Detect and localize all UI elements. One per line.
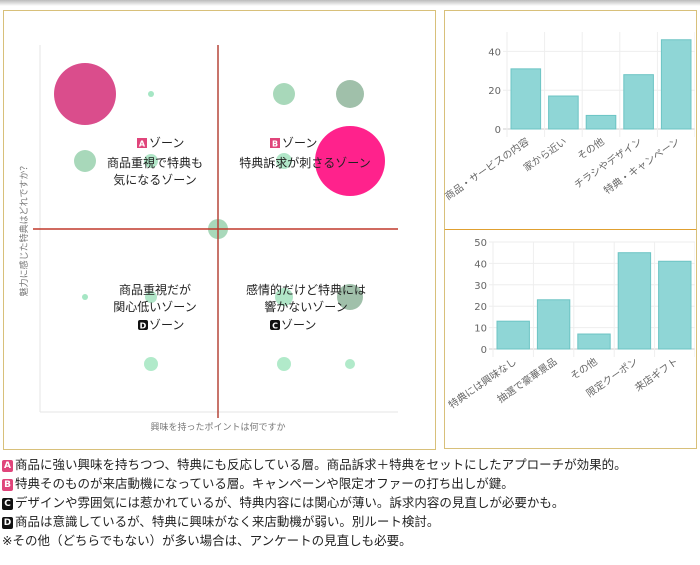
zone-a-badge xyxy=(137,138,147,148)
y-tick-label: 30 xyxy=(474,281,487,292)
zone-c-desc: 感情的だけど特典には xyxy=(246,282,366,297)
bubble-point[interactable] xyxy=(337,284,363,310)
bubble-chart-panel: A ゾーン 商品重視で特典も 気になるゾーン B ゾーン 特典訴求が刺さるゾーン… xyxy=(3,10,436,450)
zone-d-title: ゾーン xyxy=(149,318,184,332)
note-c-text: デザインや雰囲気には惹かれているが、特典内容には関心が薄い。訴求内容の見直しが必… xyxy=(15,495,565,510)
notes: A 商品に強い興味を持ちつつ、特典にも反応している層。商品訴求＋特典をセットにした… xyxy=(2,455,627,550)
x-tick-label: その他 xyxy=(568,355,600,383)
y-tick-label: 0 xyxy=(495,125,501,136)
bubble-point[interactable] xyxy=(336,80,364,108)
y-axis-label: 魅力に感じた特典はどれですか？ xyxy=(18,162,30,297)
bubble-point[interactable] xyxy=(276,153,292,169)
bubble-point[interactable] xyxy=(315,126,385,196)
zone-a-badge-letter: A xyxy=(139,140,146,149)
note-a-badge: A xyxy=(2,460,13,472)
bar[interactable] xyxy=(658,260,692,350)
bubble-point[interactable] xyxy=(145,291,157,303)
y-tick-label: 50 xyxy=(474,238,487,249)
bubble-point[interactable] xyxy=(345,359,355,369)
x-tick-label: 特典には興味なし xyxy=(446,355,519,412)
note-b: B 特典そのものが来店動機になっている層。キャンペーンや限定オファーの打ち出しが鍵… xyxy=(2,474,627,493)
note-c: C デザインや雰囲気には惹かれているが、特典内容には関心が薄い。訴求内容の見直しが… xyxy=(2,493,627,512)
bar[interactable] xyxy=(617,252,652,350)
zone-d-desc: 商品重視だが xyxy=(119,282,191,297)
y-tick-label: 20 xyxy=(488,86,501,97)
bar[interactable] xyxy=(585,114,617,130)
zone-a-desc2: 気になるゾーン xyxy=(113,172,196,187)
bubble-point[interactable] xyxy=(144,154,158,168)
note-d-badge: D xyxy=(2,517,13,529)
bar-chart-1-panel: 0 20 40 商品・サービスの内容 家から近い その他 チラシやデザイン 特典・キャンペーン xyxy=(444,10,697,231)
zone-d-desc2: 関心低いゾーン xyxy=(113,300,196,314)
bar[interactable] xyxy=(510,68,542,130)
bar[interactable] xyxy=(548,95,579,130)
x-tick-label: 商品・サービスの内容 xyxy=(444,135,532,203)
note-a: A 商品に強い興味を持ちつつ、特典にも反応している層。商品訴求＋特典をセットにした… xyxy=(2,455,627,474)
note-d-text: 商品は意識しているが、特典に興味がなく来店動機が弱い。別ルート検討。 xyxy=(15,514,440,529)
bubble-chart: A ゾーン 商品重視で特典も 気になるゾーン B ゾーン 特典訴求が刺さるゾーン… xyxy=(18,45,398,433)
zone-d-badge xyxy=(138,320,148,330)
zone-c-badge xyxy=(270,320,280,330)
zone-a-desc: 商品重視で特典も xyxy=(107,155,203,170)
bubble-point[interactable] xyxy=(273,83,295,105)
top-shadow xyxy=(0,0,700,6)
note-a-text: 商品に強い興味を持ちつつ、特典にも反応している層。商品訴求＋特典をセットにしたア… xyxy=(15,457,627,472)
x-axis-label: 興味を持ったポイントは何ですか xyxy=(150,421,285,433)
note-other: ※その他（どちらでもない）が多い場合は、アンケートの見直しも必要。 xyxy=(2,531,627,550)
bubble-point[interactable] xyxy=(277,357,291,371)
x-tick-label: その他 xyxy=(575,135,607,163)
bubble-point[interactable] xyxy=(82,294,88,300)
y-tick-label: 40 xyxy=(474,259,487,270)
bubble-point[interactable] xyxy=(275,288,293,306)
x-tick-label: 来店ギフト xyxy=(632,355,680,394)
note-b-badge: B xyxy=(2,479,13,491)
zone-b-title: ゾーン xyxy=(282,136,317,150)
zone-b-badge xyxy=(270,138,280,148)
bar[interactable] xyxy=(496,320,530,350)
note-b-text: 特典そのものが来店動機になっている層。キャンペーンや限定オファーの打ち出しが鍵。 xyxy=(15,476,514,491)
bubble-point[interactable] xyxy=(144,357,158,371)
bar[interactable] xyxy=(577,333,611,350)
y-tick-label: 20 xyxy=(474,302,487,313)
bar[interactable] xyxy=(536,299,571,350)
zone-d-badge-letter: D xyxy=(140,322,147,331)
y-tick-label: 40 xyxy=(488,47,501,58)
note-other-text: ※その他（どちらでもない）が多い場合は、アンケートの見直しも必要。 xyxy=(2,533,412,548)
bubble-point[interactable] xyxy=(74,150,96,172)
y-tick-label: 0 xyxy=(481,345,487,356)
zone-b-desc: 特典訴求が刺さるゾーン xyxy=(239,155,370,170)
bubble-point[interactable] xyxy=(54,63,116,125)
zone-c-desc2: 響かないゾーン xyxy=(264,299,347,314)
bubble-point[interactable] xyxy=(148,91,154,97)
bar-chart-2-panel: 0 10 20 30 40 50 特典には興味なし 抽選で豪華景品 その他 限定クーポン 来店ギフト xyxy=(444,230,697,449)
y-tick-label: 10 xyxy=(474,324,487,335)
note-c-badge: C xyxy=(2,498,13,510)
bar[interactable] xyxy=(660,39,692,130)
zone-a-title: ゾーン xyxy=(149,136,184,150)
note-d: D 商品は意識しているが、特典に興味がなく来店動機が弱い。別ルート検討。 xyxy=(2,512,627,531)
bar[interactable] xyxy=(623,74,654,130)
zone-b-badge-letter: B xyxy=(272,140,278,149)
zone-c-badge-letter: C xyxy=(272,322,278,331)
zone-c-title: ゾーン xyxy=(281,318,316,332)
